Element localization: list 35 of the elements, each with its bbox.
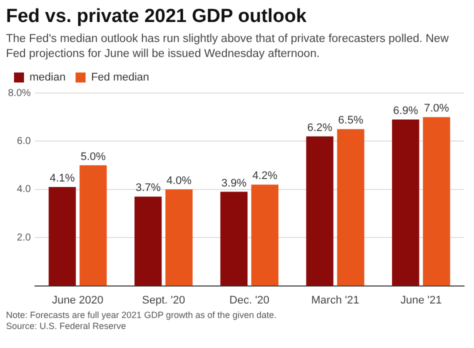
data-label: 3.9% bbox=[221, 177, 247, 190]
data-label: 4.2% bbox=[252, 170, 278, 182]
bar bbox=[251, 184, 278, 286]
data-label: 5.0% bbox=[80, 150, 106, 163]
data-label: 4.1% bbox=[50, 172, 76, 185]
bar bbox=[220, 192, 248, 286]
y-tick-label: 8.0% bbox=[8, 88, 31, 99]
legend-label: median bbox=[30, 72, 66, 84]
x-tick-label: Dec. '20 bbox=[229, 294, 270, 306]
source-note: Source: U.S. Federal Reserve bbox=[6, 321, 126, 331]
y-tick-label: 6.0 bbox=[16, 136, 32, 147]
x-tick-label: June 2020 bbox=[52, 294, 104, 306]
data-label: 4.0% bbox=[166, 174, 192, 187]
data-label: 6.2% bbox=[307, 122, 333, 134]
text: Note: Forecasts are full year 2021 GDP growth as of the given date. bbox=[6, 310, 276, 320]
chart-subtitle: The Fed's median outlook has run slightly above that of private forecasters polled. New Fed projections for June will be issued Wednesday afternoon. bbox=[6, 32, 450, 62]
bar bbox=[48, 186, 76, 286]
bar bbox=[165, 189, 193, 286]
x-tick-label: June '21 bbox=[400, 294, 442, 306]
data-label: 6.9% bbox=[393, 105, 418, 118]
data-label: 3.7% bbox=[136, 182, 161, 194]
data-label: 6.5% bbox=[338, 114, 364, 127]
x-tick-label: March '21 bbox=[311, 294, 360, 306]
y-tick-label: 4.0 bbox=[16, 184, 32, 196]
bar bbox=[392, 120, 420, 286]
x-tick-label: Sept. '20 bbox=[142, 294, 186, 306]
bar bbox=[134, 196, 162, 286]
legend-label: Fed median bbox=[91, 72, 150, 84]
chart-title: Fed vs. private 2021 GDP outlook bbox=[6, 6, 308, 28]
bar bbox=[306, 136, 334, 286]
data-label: 7.0% bbox=[424, 102, 450, 115]
y-tick-label: 2.0 bbox=[16, 232, 32, 244]
bar bbox=[422, 117, 450, 286]
bar bbox=[337, 129, 364, 286]
bar bbox=[80, 165, 107, 286]
